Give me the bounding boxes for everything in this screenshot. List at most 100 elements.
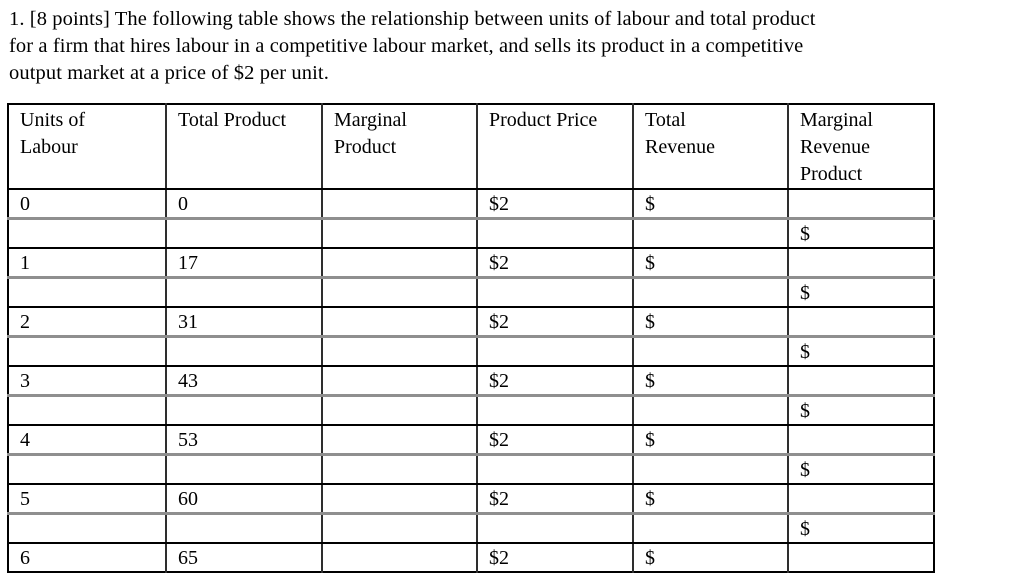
- cell-product-price: $2: [476, 484, 633, 515]
- cell-total-revenue: $: [632, 307, 788, 338]
- cell-total-product: [165, 395, 322, 426]
- cell-total-product: 60: [165, 484, 322, 515]
- cell-total-revenue: [632, 454, 788, 485]
- cell-total-revenue: [632, 277, 788, 308]
- cell-product-price: $2: [476, 425, 633, 456]
- cell-product-price: [476, 218, 633, 249]
- table-row: $: [8, 336, 934, 367]
- cell-marginal-product: [321, 543, 477, 572]
- cell-marginal-product: [321, 248, 477, 279]
- table-row: $: [8, 218, 934, 249]
- cell-marginal-revenue-product: $: [787, 513, 934, 544]
- column-header-total-revenue: Total Revenue: [632, 104, 788, 190]
- table-row: 1 17 $2 $: [8, 248, 934, 279]
- cell-total-product: 17: [165, 248, 322, 279]
- cell-total-revenue: $: [632, 543, 788, 572]
- cell-marginal-product: [321, 218, 477, 249]
- cell-marginal-product: [321, 454, 477, 485]
- cell-units: [8, 395, 166, 426]
- cell-total-product: 31: [165, 307, 322, 338]
- cell-units: [8, 454, 166, 485]
- cell-product-price: [476, 277, 633, 308]
- cell-marginal-product: [321, 336, 477, 367]
- column-header-units-of-labour: Units of Labour: [8, 104, 166, 190]
- cell-units: 1: [8, 248, 166, 279]
- cell-marginal-revenue-product: [787, 484, 934, 515]
- question-text: 1. [8 points] The following table shows …: [9, 6, 1030, 87]
- cell-units: 3: [8, 366, 166, 397]
- question-text-line: for a firm that hires labour in a compet…: [9, 35, 804, 57]
- cell-product-price: [476, 513, 633, 544]
- cell-units: 5: [8, 484, 166, 515]
- cell-marginal-product: [321, 366, 477, 397]
- cell-product-price: $2: [476, 248, 633, 279]
- cell-units: 2: [8, 307, 166, 338]
- cell-marginal-product: [321, 395, 477, 426]
- cell-total-product: [165, 454, 322, 485]
- cell-units: [8, 218, 166, 249]
- cell-marginal-revenue-product: $: [787, 218, 934, 249]
- table-row: $: [8, 277, 934, 308]
- column-header-product-price: Product Price: [476, 104, 633, 190]
- table-row: $: [8, 395, 934, 426]
- cell-product-price: [476, 454, 633, 485]
- column-header-marginal-revenue-product: Marginal Revenue Product: [787, 104, 934, 190]
- cell-marginal-revenue-product: $: [787, 336, 934, 367]
- cell-marginal-product: [321, 307, 477, 338]
- cell-marginal-revenue-product: $: [787, 277, 934, 308]
- cell-units: 4: [8, 425, 166, 456]
- cell-total-revenue: [632, 513, 788, 544]
- column-header-marginal-product: Marginal Product: [321, 104, 477, 190]
- table-row: $: [8, 513, 934, 544]
- cell-marginal-revenue-product: $: [787, 395, 934, 426]
- table-row: $: [8, 454, 934, 485]
- cell-units: 6: [20, 547, 30, 569]
- cell-total-product: 65: [165, 543, 322, 572]
- table-row: 4 53 $2 $: [8, 425, 934, 456]
- cell-total-product: [165, 218, 322, 249]
- cell-total-product: [165, 513, 322, 544]
- question-text-line: output market at a price of $2 per unit.: [9, 62, 329, 84]
- table-row: 2 31 $2 $: [8, 307, 934, 338]
- cell-total-revenue: [632, 336, 788, 367]
- table-row: 6 65 $2 $: [8, 543, 934, 572]
- cell-total-product: [165, 277, 322, 308]
- cell-marginal-product: [321, 277, 477, 308]
- cell-total-product: 53: [165, 425, 322, 456]
- cell-total-revenue: $: [632, 366, 788, 397]
- cell-marginal-revenue-product: [787, 248, 934, 279]
- cell-marginal-product: [321, 189, 477, 220]
- column-header-total-product: Total Product: [165, 104, 322, 190]
- cell-marginal-product: [321, 425, 477, 456]
- table-row: 0 0 $2 $: [8, 189, 934, 220]
- cell-total-revenue: [632, 395, 788, 426]
- cell-product-price: $2: [476, 189, 633, 220]
- cell-product-price: $2: [476, 307, 633, 338]
- cell-marginal-product: [321, 484, 477, 515]
- cell-product-price: [476, 336, 633, 367]
- cell-marginal-revenue-product: [787, 366, 934, 397]
- cell-total-product: 43: [165, 366, 322, 397]
- cell-product-price: $2: [476, 366, 633, 397]
- cell-marginal-revenue-product: [787, 425, 934, 456]
- cell-total-product: 0: [165, 189, 322, 220]
- cell-total-revenue: $: [632, 189, 788, 220]
- cell-total-revenue: [632, 218, 788, 249]
- cell-units: [8, 277, 166, 308]
- question-text-line: 1. [8 points] The following table shows …: [9, 8, 816, 30]
- cell-total-revenue: $: [632, 248, 788, 279]
- cell-total-product: [165, 336, 322, 367]
- cell-units: [8, 513, 166, 544]
- table-header-row: Units of Labour Total Product Marginal P…: [8, 104, 934, 190]
- cell-marginal-revenue-product: [787, 307, 934, 338]
- cell-total-revenue: $: [632, 425, 788, 456]
- cell-marginal-product: [321, 513, 477, 544]
- cell-units: [8, 336, 166, 367]
- labour-product-table: Units of Labour Total Product Marginal P…: [7, 103, 935, 573]
- cell-marginal-revenue-product: [787, 189, 934, 220]
- table-row: 3 43 $2 $: [8, 366, 934, 397]
- cell-marginal-revenue-product: [787, 543, 934, 572]
- cell-marginal-revenue-product: $: [787, 454, 934, 485]
- cell-product-price: [476, 395, 633, 426]
